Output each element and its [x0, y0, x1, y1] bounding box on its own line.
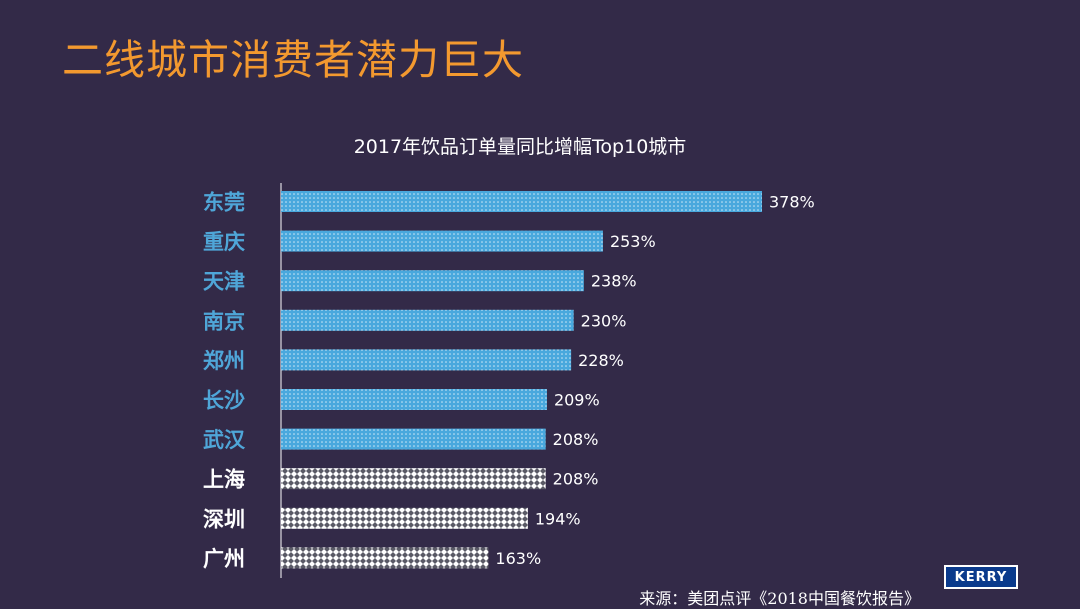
category-label-6: 长沙 — [203, 389, 245, 413]
category-label-2: 重庆 — [203, 230, 245, 254]
category-label-7: 武汉 — [203, 428, 246, 452]
bar-10 — [281, 547, 489, 569]
kerry-logo: KERRY — [944, 565, 1018, 589]
bar-7 — [281, 428, 546, 450]
category-label-1: 东莞 — [203, 191, 245, 215]
value-label-5: 228% — [578, 351, 624, 370]
bar-1 — [281, 191, 762, 212]
bar-5 — [281, 349, 572, 371]
bar-9 — [281, 507, 528, 529]
value-label-3: 238% — [591, 272, 637, 291]
chart-title: 2017年饮品订单量同比增幅Top10城市 — [353, 136, 687, 158]
bar-2 — [281, 230, 603, 252]
value-label-10: 163% — [495, 549, 541, 568]
bar-6 — [281, 389, 547, 410]
category-label-4: 南京 — [203, 309, 245, 333]
slide-title: 二线城市消费者潜力巨大 — [62, 36, 524, 84]
bar-3 — [281, 270, 584, 292]
value-label-6: 209% — [554, 391, 600, 410]
bar-4 — [281, 309, 574, 331]
value-label-8: 208% — [553, 470, 599, 489]
category-label-3: 天津 — [203, 270, 245, 294]
value-label-1: 378% — [769, 193, 815, 212]
logo-text: KERRY — [954, 569, 1008, 585]
bar-8 — [281, 468, 546, 490]
category-label-8: 上海 — [203, 468, 245, 492]
value-label-2: 253% — [610, 232, 656, 251]
category-label-10: 广州 — [203, 547, 245, 571]
value-label-9: 194% — [535, 509, 581, 528]
value-label-4: 230% — [581, 311, 627, 330]
category-label-9: 深圳 — [203, 507, 245, 531]
bars-group: 东莞 378% 重庆 253% 天津 238% 南京 230% 郑州 228% 长沙 209% 武汉 20… — [203, 191, 815, 571]
category-label-5: 郑州 — [203, 349, 245, 373]
source-note: 来源：美团点评《2018中国餐饮报告》 — [639, 589, 920, 608]
value-label-7: 208% — [553, 430, 599, 449]
